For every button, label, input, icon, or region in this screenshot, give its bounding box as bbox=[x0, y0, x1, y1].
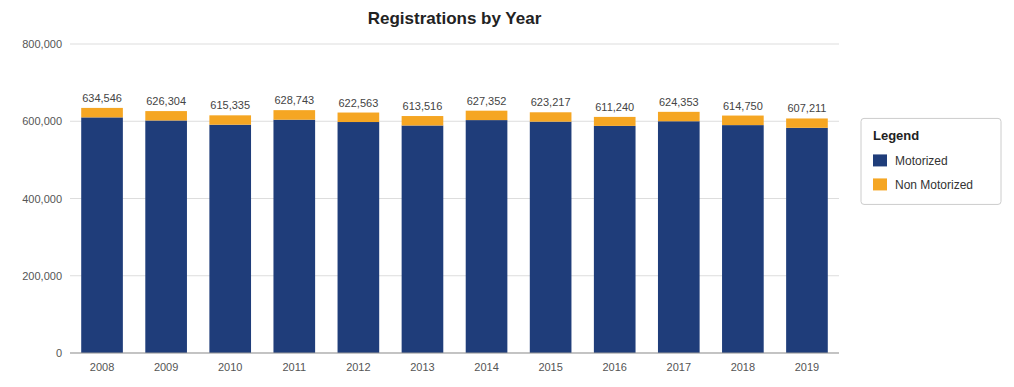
bar bbox=[273, 120, 315, 353]
total-label: 611,240 bbox=[595, 101, 634, 113]
x-tick-label: 2010 bbox=[218, 361, 242, 373]
total-label: 627,352 bbox=[467, 95, 507, 107]
total-label: 628,743 bbox=[274, 94, 314, 106]
x-tick-label: 2019 bbox=[795, 361, 819, 373]
x-tick-label: 2015 bbox=[538, 361, 562, 373]
bar bbox=[466, 111, 508, 120]
total-label: 634,546 bbox=[82, 92, 122, 104]
grid-line bbox=[70, 353, 839, 354]
total-label: 626,304 bbox=[146, 95, 186, 107]
y-tick-label: 600,000 bbox=[22, 115, 62, 127]
bar bbox=[402, 116, 444, 125]
bars bbox=[81, 108, 828, 353]
title: Registrations by Year bbox=[368, 9, 542, 28]
bar bbox=[145, 111, 187, 120]
grid bbox=[70, 44, 839, 353]
bar bbox=[594, 117, 636, 126]
bar bbox=[209, 125, 251, 353]
bar bbox=[81, 117, 123, 353]
y-tick-label: 200,000 bbox=[22, 270, 62, 282]
bar bbox=[273, 110, 315, 120]
bar bbox=[786, 118, 828, 127]
bar bbox=[658, 112, 700, 121]
x-tick-label: 2018 bbox=[731, 361, 755, 373]
bar bbox=[81, 108, 123, 117]
bar bbox=[466, 120, 508, 353]
total-label: 622,563 bbox=[338, 97, 378, 109]
bar bbox=[530, 122, 572, 353]
bar bbox=[594, 126, 636, 353]
total-label: 615,335 bbox=[210, 99, 250, 111]
total-label: 607,211 bbox=[787, 102, 826, 114]
total-label: 624,353 bbox=[659, 96, 699, 108]
x-tick-label: 2016 bbox=[602, 361, 626, 373]
y-tick-label: 400,000 bbox=[22, 193, 62, 205]
x-tick-label: 2009 bbox=[154, 361, 178, 373]
grid-line bbox=[70, 44, 839, 45]
legend-title: Legend bbox=[873, 128, 919, 143]
total-label: 613,516 bbox=[403, 100, 443, 112]
total-label: 623,217 bbox=[531, 96, 571, 108]
x-tick-label: 2011 bbox=[282, 361, 306, 373]
x-tick-label: 2017 bbox=[667, 361, 691, 373]
bar bbox=[145, 120, 187, 353]
x-axis-line bbox=[70, 353, 839, 354]
legend-frame bbox=[861, 118, 1001, 204]
legend-label: Motorized bbox=[895, 154, 948, 168]
x-tick-label: 2012 bbox=[346, 361, 370, 373]
legend-swatch bbox=[873, 178, 887, 190]
bar bbox=[530, 112, 572, 121]
bar bbox=[338, 122, 380, 353]
bar bbox=[402, 125, 444, 353]
chart: Registrations by Year 0 200,000 400,000 600,… bbox=[0, 0, 1014, 387]
total-label: 614,750 bbox=[723, 100, 763, 112]
bar bbox=[722, 125, 764, 353]
bar bbox=[209, 115, 251, 124]
bar bbox=[786, 128, 828, 353]
legend-label: Non Motorized bbox=[895, 178, 973, 192]
x-tick-label: 2013 bbox=[410, 361, 434, 373]
x-tick-label: 2008 bbox=[90, 361, 114, 373]
bar bbox=[338, 113, 380, 122]
bar bbox=[658, 121, 700, 353]
x-tick-label: 2014 bbox=[474, 361, 498, 373]
y-tick-label: 0 bbox=[56, 347, 62, 359]
legend-swatch bbox=[873, 154, 887, 166]
legend: Legend Motorized Non Motorized bbox=[861, 118, 1001, 204]
bar bbox=[722, 116, 764, 126]
y-tick-label: 800,000 bbox=[22, 38, 62, 50]
